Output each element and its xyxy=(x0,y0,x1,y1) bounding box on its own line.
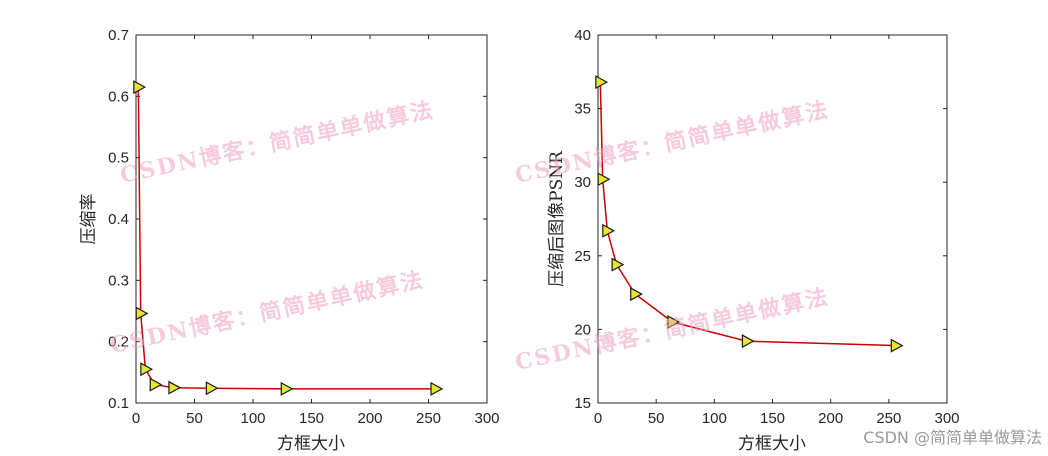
y-tick-label: 30 xyxy=(574,174,591,191)
data-point-marker xyxy=(133,80,147,95)
y-tick-label: 0.5 xyxy=(108,150,129,167)
tick-group: 0 50 100 150 200 250 300 15 20 25 30 35 40 xyxy=(574,27,959,427)
data-point-marker xyxy=(280,381,294,396)
data-point-marker xyxy=(597,172,611,187)
x-tick-label: 0 xyxy=(594,410,602,427)
y-axis-label: 压缩后图像PSNR xyxy=(547,150,567,287)
plot-area-frame xyxy=(135,34,488,404)
data-point-marker xyxy=(890,338,904,353)
series-line xyxy=(599,82,896,347)
data-point-marker xyxy=(140,362,154,377)
compression-ratio-chart: 0 50 100 150 200 250 3000.10.20.30.40.50.60.7 … xyxy=(79,27,500,454)
y-tick-label: 0.2 xyxy=(108,334,129,351)
series-group xyxy=(595,75,904,353)
x-tick-label: 100 xyxy=(702,410,727,427)
y-tick-label: 40 xyxy=(574,27,591,44)
tick-group: 0 50 100 150 200 250 300 0.1 0.2 0.3 0.4 0.5 0.6 0.7 xyxy=(108,27,499,427)
y-tick-label: 0.6 xyxy=(108,88,129,105)
x-tick-label: 150 xyxy=(299,410,324,427)
y-tick-label: 35 xyxy=(574,101,591,118)
y-tick-label: 25 xyxy=(574,248,591,265)
y-tick-label: 0.7 xyxy=(108,27,129,44)
x-tick-label: 300 xyxy=(934,410,959,427)
x-tick-label: 150 xyxy=(760,410,785,427)
x-tick-label: 200 xyxy=(818,410,843,427)
x-tick-label: 100 xyxy=(240,410,265,427)
data-point-marker xyxy=(667,315,681,330)
data-point-marker xyxy=(602,223,616,238)
x-axis-label: 方框大小 xyxy=(277,434,345,454)
data-point-marker xyxy=(430,381,444,396)
footer-watermark: CSDN @简简单单做算法 xyxy=(863,428,1042,447)
x-axis-label: 方框大小 xyxy=(738,434,806,454)
x-tick-label: 0 xyxy=(132,410,140,427)
y-axis-label: 压缩率 xyxy=(79,194,99,245)
data-point-marker xyxy=(611,257,625,272)
y-tick-label: 0.1 xyxy=(108,395,129,412)
data-point-marker xyxy=(205,381,219,396)
x-tick-label: 50 xyxy=(648,410,665,427)
x-tick-label: 50 xyxy=(186,410,203,427)
y-tick-label: 0.3 xyxy=(108,272,129,289)
x-tick-label: 250 xyxy=(416,410,441,427)
x-tick-label: 300 xyxy=(474,410,499,427)
y-tick-label: 20 xyxy=(574,321,591,338)
data-point-marker xyxy=(595,75,609,90)
data-point-marker xyxy=(741,334,755,349)
series-group xyxy=(133,80,444,396)
data-point-marker xyxy=(630,287,643,302)
y-tick-label: 0.4 xyxy=(108,211,129,228)
x-tick-label: 200 xyxy=(357,410,382,427)
series-line xyxy=(137,87,436,390)
psnr-chart: 0 50 100 150 200 250 300 15 20 25 30 35 40 方框大小 压缩后图… xyxy=(547,27,960,454)
data-point-marker xyxy=(168,380,182,395)
y-tick-label: 15 xyxy=(574,395,591,412)
data-point-marker xyxy=(149,377,163,392)
data-point-marker xyxy=(135,306,149,321)
x-tick-label: 250 xyxy=(876,410,901,427)
